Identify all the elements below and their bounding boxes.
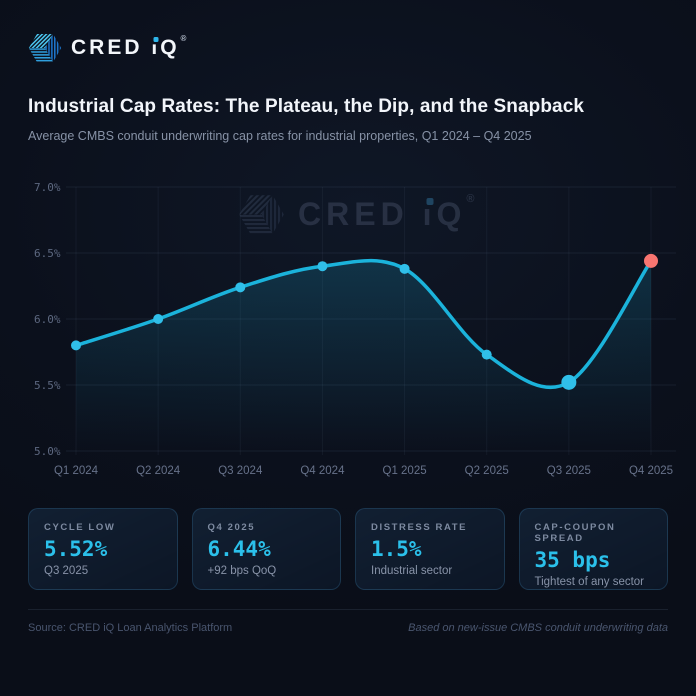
watermark: CRED iQ® xyxy=(238,191,479,238)
card-q4-2025: Q4 2025 6.44% +92 bps QoQ xyxy=(191,508,341,590)
x-tick-label: Q4 2025 xyxy=(629,465,673,477)
y-tick-label: 5.5% xyxy=(34,379,61,392)
card-sub: Industrial sector xyxy=(371,565,453,577)
y-tick-label: 7.0% xyxy=(34,181,61,194)
x-tick-label: Q2 2024 xyxy=(136,465,181,477)
x-tick-label: Q3 2024 xyxy=(218,465,263,477)
x-tick-label: Q1 2024 xyxy=(54,465,99,477)
y-tick-label: 5.0% xyxy=(34,445,61,458)
card-label: DISTRESS RATE xyxy=(371,522,468,533)
footer-divider xyxy=(28,609,668,610)
data-point-q1-2024 xyxy=(71,340,81,351)
data-point-q2-2024 xyxy=(153,314,164,324)
card-sub: +92 bps QoQ xyxy=(207,565,277,577)
brand-i-dot: i xyxy=(151,36,161,59)
card-value: 6.44% xyxy=(207,537,271,561)
y-tick-label: 6.5% xyxy=(34,247,61,260)
x-tick-label: Q3 2025 xyxy=(547,465,591,477)
card-label: CAP-COUPON SPREAD xyxy=(534,522,616,544)
line-chart-svg: 5.0% 5.5% 6.0% 6.5% 7.0% Q1 2024 Q2 2024 Q3 202… xyxy=(34,181,676,477)
cap-rate-chart: CRED iQ® 5.0% 5.5% 6.0% 6.5% 7.0% Q1 2024 Q2 2… xyxy=(28,175,676,487)
page-subtitle: Average CMBS conduit underwriting cap ra… xyxy=(28,129,532,143)
footnote-text: Based on new-issue CMBS conduit underwri… xyxy=(408,622,668,634)
data-point-q3-2024 xyxy=(235,282,246,293)
brand-logo: CRED iQ® xyxy=(28,31,189,65)
y-tick-label: 6.0% xyxy=(34,313,61,326)
card-cap-coupon-spread: CAP-COUPON SPREAD 35 bps Tightest of any… xyxy=(518,508,668,590)
area-fill xyxy=(76,260,651,451)
data-point-q4-2024 xyxy=(317,261,328,272)
x-tick-label: Q4 2024 xyxy=(300,465,345,477)
x-tick-label: Q2 2025 xyxy=(465,465,509,477)
page-title: Industrial Cap Rates: The Plateau, the D… xyxy=(28,96,585,117)
card-label: Q4 2025 xyxy=(207,522,256,533)
data-point-q4-2025 xyxy=(644,253,658,268)
source-text: Source: CRED iQ Loan Analytics Platform xyxy=(28,622,233,634)
card-sub: Q3 2025 xyxy=(44,565,89,577)
watermark-text: CRED iQ® xyxy=(298,193,480,232)
footer: Source: CRED iQ Loan Analytics Platform … xyxy=(28,622,668,634)
card-value: 1.5% xyxy=(371,537,422,561)
data-point-q1-2025 xyxy=(399,263,410,274)
data-point-q3-2025 xyxy=(561,374,577,390)
card-cycle-low: CYCLE LOW 5.52% Q3 2025 xyxy=(28,508,178,590)
watermark-hex-icon xyxy=(239,195,284,234)
data-point-q2-2025 xyxy=(481,349,492,360)
brand-logo-text: CRED iQ® xyxy=(71,34,190,59)
card-value: 35 bps xyxy=(534,548,611,572)
watermark-i-dot: i xyxy=(422,196,437,232)
registered-mark: ® xyxy=(180,34,190,43)
crediq-hex-icon xyxy=(28,31,62,65)
card-label: CYCLE LOW xyxy=(44,522,116,533)
card-sub: Tightest of any sector xyxy=(534,576,645,588)
stat-cards: CYCLE LOW 5.52% Q3 2025 Q4 2025 6.44% +9… xyxy=(28,508,668,590)
x-tick-label: Q1 2025 xyxy=(383,465,427,477)
card-distress-rate: DISTRESS RATE 1.5% Industrial sector xyxy=(355,508,505,590)
card-value: 5.52% xyxy=(44,537,108,561)
